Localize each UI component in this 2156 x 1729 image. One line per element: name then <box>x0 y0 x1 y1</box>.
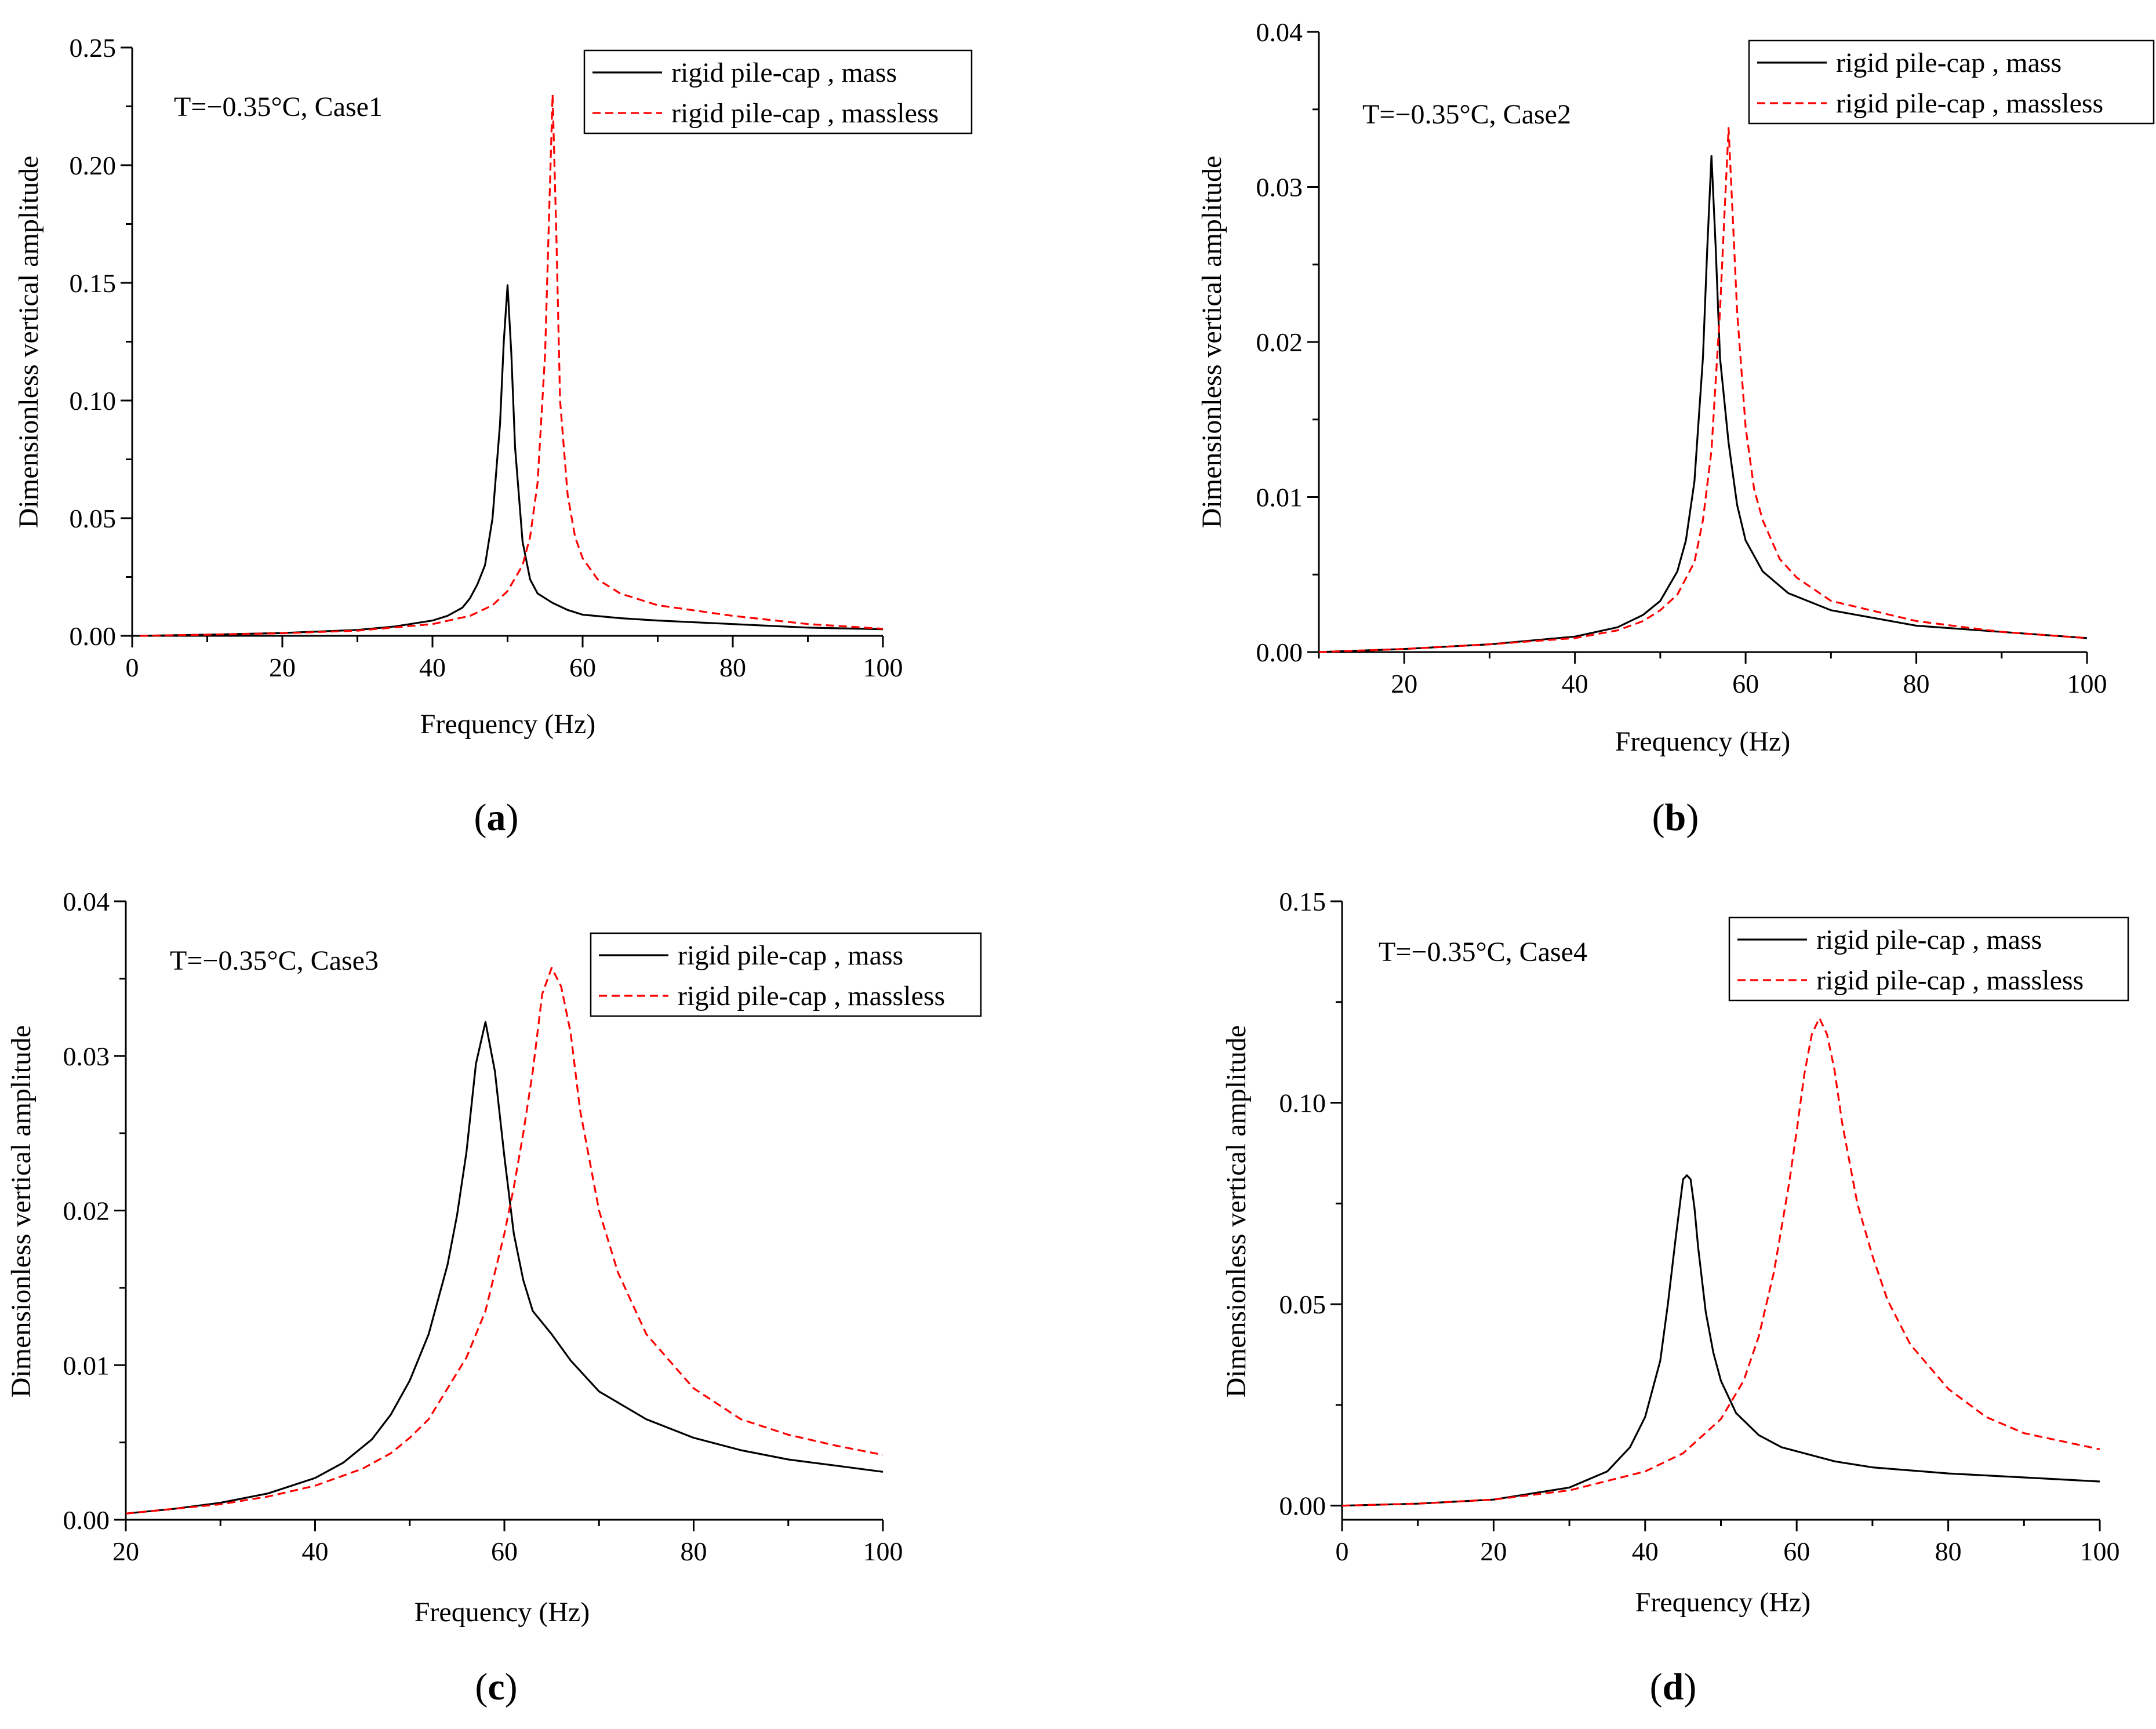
x-axis-label: Frequency (Hz) <box>420 709 596 740</box>
x-tick-label: 40 <box>302 1537 329 1566</box>
y-tick-label: 0.01 <box>63 1351 110 1380</box>
y-tick-label: 0.15 <box>70 268 117 298</box>
series-line-mass <box>139 284 884 637</box>
y-tick-label: 0.01 <box>1256 483 1303 512</box>
y-axis-label: Dimensionless vertical amplitude <box>6 1025 37 1398</box>
y-tick-label: 0.04 <box>63 887 110 916</box>
x-tick-label: 0 <box>126 653 139 682</box>
chart-panel-a: 0 20 40 60 80 100 0.00 0.05 0.10 0.15 0.20 0.25 Freq… <box>13 33 973 839</box>
legend: rigid pile-cap , mass rigid pile-cap , ma… <box>1748 39 2155 125</box>
y-tick-label: 0.15 <box>1279 887 1326 916</box>
legend-entry: rigid pile-cap , mass <box>678 940 903 971</box>
y-tick-label: 0.00 <box>1256 638 1303 667</box>
y-tick-label: 0.25 <box>70 33 117 63</box>
x-tick-label: 60 <box>569 653 596 682</box>
series-line-massless <box>139 93 884 637</box>
x-tick-label: 40 <box>419 653 446 682</box>
chart-panel-c: 20 40 60 80 100 0.00 0.01 0.02 0.03 0.04 Frequency… <box>6 887 982 1708</box>
legend-entry: rigid pile-cap , massless <box>1816 965 2084 996</box>
y-tick-label: 0.03 <box>63 1042 110 1071</box>
y-tick-label: 0.03 <box>1256 173 1303 202</box>
x-tick-label: 60 <box>491 1537 518 1566</box>
legend-entry: rigid pile-cap , mass <box>1836 48 2062 78</box>
condition-annotation: T=−0.35°C, Case3 <box>170 945 379 976</box>
x-tick-label: 60 <box>1783 1537 1810 1566</box>
y-axis-label: Dimensionless vertical amplitude <box>1197 156 1227 529</box>
panel-label: (a) <box>474 796 519 839</box>
x-axis-label: Frequency (Hz) <box>1615 726 1791 757</box>
y-tick-label: 0.05 <box>70 504 117 533</box>
x-tick-label: 20 <box>1480 1537 1507 1566</box>
x-tick-label: 20 <box>269 653 296 682</box>
legend-box <box>1728 916 2129 1002</box>
x-tick-label: 100 <box>863 1537 903 1566</box>
x-tick-label: 40 <box>1632 1537 1659 1566</box>
x-tick-label: 20 <box>112 1537 139 1566</box>
y-tick-label: 0.00 <box>1279 1491 1326 1521</box>
legend-box <box>1748 39 2155 125</box>
condition-annotation: T=−0.35°C, Case1 <box>174 92 383 122</box>
legend: rigid pile-cap , mass rigid pile-cap , ma… <box>590 932 982 1017</box>
series-line-mass <box>1341 1174 2100 1507</box>
chart-panel-d: 0 20 40 60 80 100 0.00 0.05 0.10 0.15 Frequency (H… <box>1221 887 2129 1708</box>
legend-box <box>583 49 973 134</box>
panel-label: (d) <box>1650 1666 1697 1708</box>
y-tick-label: 0.10 <box>70 386 117 416</box>
y-tick-label: 0.05 <box>1279 1290 1326 1319</box>
x-tick-label: 100 <box>2067 669 2107 698</box>
y-tick-label: 0.10 <box>1279 1089 1326 1118</box>
legend-entry: rigid pile-cap , mass <box>671 57 897 88</box>
legend: rigid pile-cap , mass rigid pile-cap , ma… <box>1728 916 2129 1002</box>
x-axis-label: Frequency (Hz) <box>415 1597 590 1628</box>
series-line-mass <box>1318 155 2088 653</box>
x-axis-label: Frequency (Hz) <box>1635 1587 1811 1618</box>
legend-entry: rigid pile-cap , mass <box>1816 924 2042 955</box>
panel-label: (c) <box>475 1666 517 1708</box>
series-line-massless <box>1341 1017 2100 1507</box>
y-tick-label: 0.02 <box>1256 327 1303 357</box>
legend-entry: rigid pile-cap , massless <box>671 98 939 129</box>
y-tick-label: 0.00 <box>70 621 117 651</box>
x-tick-label: 60 <box>1732 669 1759 698</box>
x-tick-label: 20 <box>1391 669 1417 698</box>
legend-entry: rigid pile-cap , massless <box>678 981 945 1011</box>
y-tick-label: 0.04 <box>1256 17 1303 47</box>
x-tick-label: 80 <box>681 1537 707 1566</box>
y-axis-label: Dimensionless vertical amplitude <box>13 156 44 529</box>
x-tick-label: 0 <box>1336 1537 1349 1566</box>
series-line-massless <box>125 967 884 1515</box>
y-tick-label: 0.20 <box>70 151 117 180</box>
y-axis-label: Dimensionless vertical amplitude <box>1221 1025 1252 1398</box>
x-tick-label: 80 <box>1903 669 1930 698</box>
x-tick-label: 80 <box>1935 1537 1962 1566</box>
panel-label: (b) <box>1652 796 1699 839</box>
y-tick-label: 0.00 <box>63 1505 110 1535</box>
x-tick-label: 40 <box>1562 669 1588 698</box>
series-line-mass <box>125 1021 884 1515</box>
legend: rigid pile-cap , mass rigid pile-cap , ma… <box>583 49 973 134</box>
legend-entry: rigid pile-cap , massless <box>1836 88 2103 119</box>
x-tick-label: 100 <box>2080 1537 2120 1566</box>
chart-panel-b: 20 40 60 80 100 0.00 0.01 0.02 0.03 0.04 Frequency… <box>1197 17 2155 839</box>
y-tick-label: 0.02 <box>63 1196 110 1226</box>
x-tick-label: 100 <box>863 653 903 682</box>
x-tick-label: 80 <box>719 653 746 682</box>
series-line-massless <box>1318 127 2088 653</box>
legend-box <box>590 932 982 1017</box>
condition-annotation: T=−0.35°C, Case2 <box>1362 99 1571 130</box>
condition-annotation: T=−0.35°C, Case4 <box>1379 937 1587 967</box>
